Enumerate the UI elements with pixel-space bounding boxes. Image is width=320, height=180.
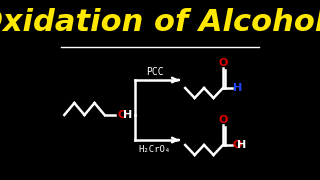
Text: Oxidation of Alcohols: Oxidation of Alcohols	[0, 8, 320, 37]
Text: H: H	[233, 83, 242, 93]
Text: H₂CrO₄: H₂CrO₄	[139, 145, 171, 154]
Text: H: H	[237, 140, 247, 150]
Text: O: O	[232, 140, 242, 150]
Text: O: O	[219, 58, 228, 68]
Text: H: H	[123, 110, 132, 120]
Text: PCC: PCC	[146, 67, 164, 77]
Text: O: O	[219, 115, 228, 125]
Text: O: O	[117, 110, 126, 120]
